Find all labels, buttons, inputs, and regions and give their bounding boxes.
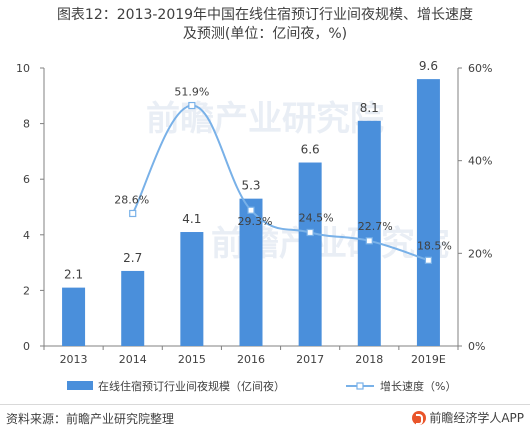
bar-value-label: 4.1: [182, 212, 201, 226]
bar-value-label: 6.6: [301, 143, 320, 157]
bar-value-label: 5.3: [241, 179, 260, 193]
right-tick-label: 60%: [468, 62, 492, 75]
bar: [416, 79, 440, 347]
x-tick-label: 2017: [296, 353, 324, 366]
growth-value-label: 18.5%: [417, 239, 452, 252]
growth-marker: [247, 206, 255, 214]
legend-swatch-bar: [67, 381, 93, 390]
brand-name: 前瞻经济学人APP: [429, 411, 524, 425]
bar-value-label: 2.1: [64, 268, 83, 282]
growth-marker: [424, 256, 433, 264]
left-tick-label: 8: [23, 118, 30, 131]
x-tick-label: 2013: [60, 353, 88, 366]
left-tick-label: 4: [23, 229, 30, 242]
left-tick-label: 0: [23, 340, 30, 353]
legend-label-bar: 在线住宿预订行业间夜规模（亿间夜）: [98, 379, 285, 393]
brand: 前瞻经济学人APP: [412, 409, 524, 426]
chart-title-line1: 图表12：2013-2019年中国在线住宿预订行业间夜规模、增长速度: [56, 7, 474, 23]
left-tick-label: 2: [23, 284, 30, 297]
bar: [121, 270, 145, 346]
growth-value-label: 51.9%: [174, 86, 209, 99]
legend-label-line: 增长速度（%）: [380, 379, 456, 393]
bar-value-label: 9.6: [419, 59, 438, 73]
bar: [298, 162, 322, 346]
bar: [180, 232, 204, 346]
x-tick-label: 2016: [237, 353, 265, 366]
growth-marker: [129, 209, 137, 218]
right-tick-label: 20%: [468, 247, 492, 260]
growth-value-label: 22.7%: [358, 220, 393, 233]
bar: [239, 198, 263, 346]
watermark: 前瞻产业研究院: [146, 99, 384, 139]
growth-value-label: 24.5%: [299, 211, 334, 224]
growth-value-label: 29.3%: [238, 215, 273, 228]
x-tick-label: 2018: [355, 353, 383, 366]
chart-title-line2: 及预测(单位：亿间夜，%): [182, 26, 348, 42]
bar: [357, 120, 381, 346]
legend-swatch-marker: [356, 382, 364, 390]
source-note: 资料来源：前瞻产业研究院整理: [6, 412, 175, 426]
bar-value-label: 2.7: [123, 251, 142, 265]
left-tick-label: 6: [23, 173, 30, 186]
growth-value-label: 28.6%: [114, 193, 149, 206]
bar: [62, 287, 86, 346]
bar-value-label: 8.1: [360, 101, 379, 115]
left-tick-label: 10: [16, 62, 30, 75]
growth-marker: [188, 101, 196, 110]
right-tick-label: 40%: [468, 155, 492, 168]
right-tick-label: 0%: [468, 340, 485, 353]
brand-logo-icon: [412, 410, 427, 425]
growth-marker: [306, 228, 314, 237]
growth-marker: [365, 237, 373, 245]
x-tick-label: 2015: [178, 353, 206, 366]
x-tick-label: 2019E: [411, 353, 446, 366]
chart-title: 图表12：2013-2019年中国在线住宿预订行业间夜规模、增长速度 及预测(单…: [0, 6, 530, 44]
x-tick-label: 2014: [119, 353, 147, 366]
footer: 资料来源：前瞻产业研究院整理 前瞻经济学人APP: [0, 404, 530, 430]
